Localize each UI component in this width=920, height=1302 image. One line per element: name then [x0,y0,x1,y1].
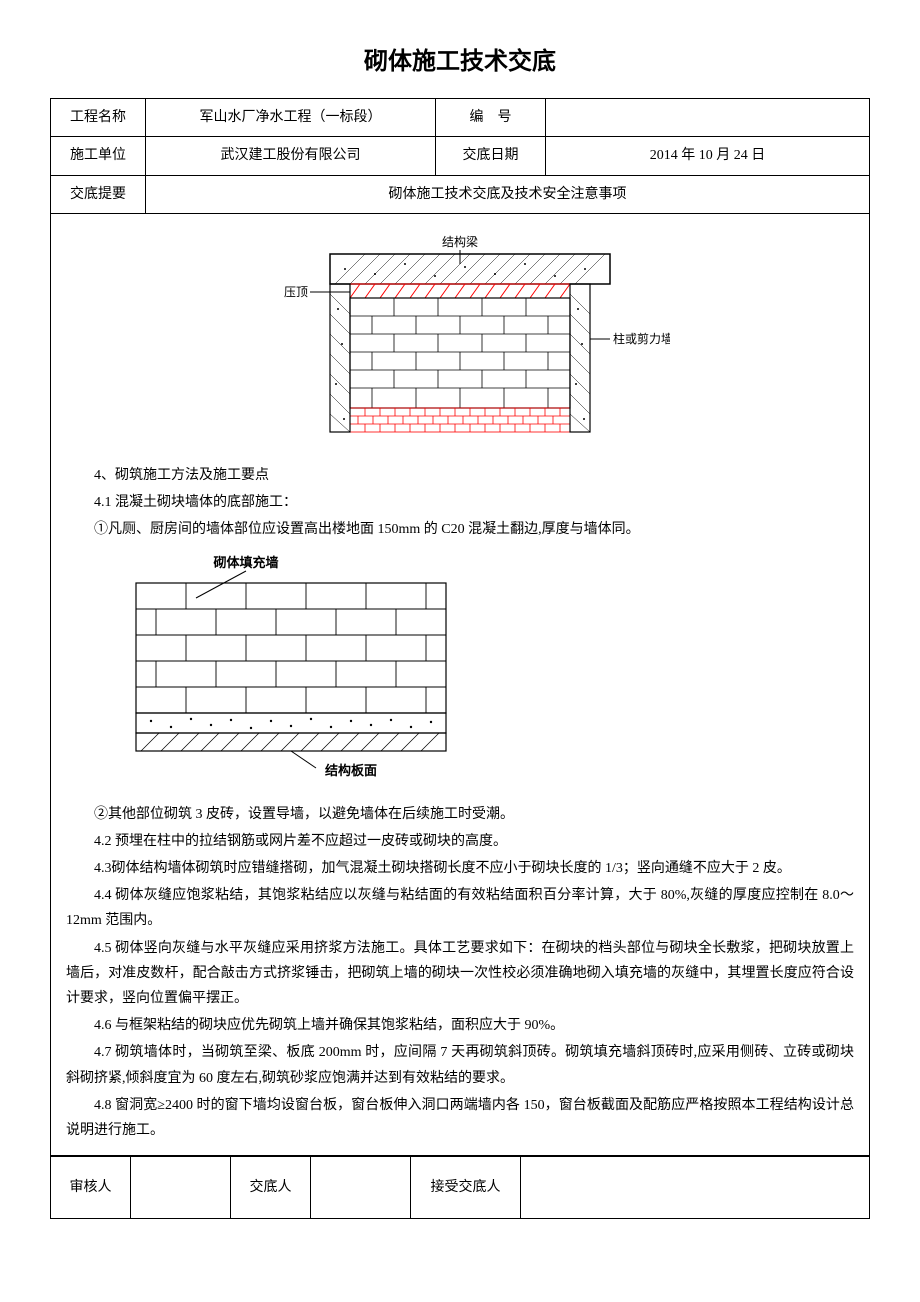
disclose-label: 交底人 [231,1157,311,1219]
receiver-value [521,1157,870,1219]
section-4-2: 4.2 预埋在柱中的拉结钢筋或网片差不应超过一皮砖或砌块的高度。 [66,829,854,854]
section-4-4: 4.4 砌体灰缝应饱浆粘结，其饱浆粘结应以灰缝与粘结面的有效粘结面积百分率计算，… [66,883,854,933]
section-4-6: 4.6 与框架粘结的砌块应优先砌筑上墙并确保其饱浆粘结，面积应大于 90%。 [66,1013,854,1038]
number-value [546,99,870,137]
summary-label: 交底提要 [51,175,146,213]
diagram2-bottom-label: 结构板面 [325,763,377,778]
diagram1-column-label: 柱或剪力墙 [613,331,670,346]
project-name-label: 工程名称 [51,99,146,137]
project-name: 军山水厂净水工程（一标段） [146,99,436,137]
section-4-1-1: ①凡厕、厨房间的墙体部位应设置高出楼地面 150mm 的 C20 混凝土翻边,厚… [66,517,854,542]
section-4-7: 4.7 砌筑墙体时，当砌筑至梁、板底 200mm 时，应间隔 7 天再砌筑斜顶砖… [66,1040,854,1090]
section-4-1: 4.1 混凝土砌块墙体的底部施工： [66,490,854,515]
diagram-wall-bottom: 砌体填充墙 [66,553,854,792]
section-4-title: 4、砌筑施工方法及施工要点 [66,463,854,488]
summary-value: 砌体施工技术交底及技术安全注意事项 [146,175,870,213]
date-label: 交底日期 [436,137,546,175]
footer-table: 审核人 交底人 接受交底人 [50,1156,870,1219]
diagram-wall-top: 结构梁 压顶 [66,234,854,453]
diagram1-beam-label: 结构梁 [442,234,478,249]
section-4-5: 4.5 砌体竖向灰缝与水平灰缝应采用挤浆方法施工。具体工艺要求如下：在砌块的档头… [66,936,854,1012]
page-title: 砌体施工技术交底 [50,40,870,83]
section-4-1-2: ②其他部位砌筑 3 皮砖，设置导墙，以避免墙体在后续施工时受潮。 [66,802,854,827]
unit-label: 施工单位 [51,137,146,175]
content-body: 结构梁 压顶 [51,214,869,1155]
date-value: 2014 年 10 月 24 日 [546,137,870,175]
diagram2-wall-label: 砌体填充墙 [212,555,278,570]
reviewer-value [131,1157,231,1219]
section-4-3: 4.3砌体结构墙体砌筑时应错缝搭砌，加气混凝土砌块搭砌长度不应小于砌块长度的 1… [66,856,854,881]
unit-value: 武汉建工股份有限公司 [146,137,436,175]
diagram1-top-label: 压顶 [284,285,308,299]
disclose-value [311,1157,411,1219]
reviewer-label: 审核人 [51,1157,131,1219]
section-4-8: 4.8 窗洞宽≥2400 时的窗下墙均设窗台板，窗台板伸入洞口两端墙内各 150… [66,1093,854,1143]
header-table: 工程名称 军山水厂净水工程（一标段） 编 号 施工单位 武汉建工股份有限公司 交… [50,98,870,1156]
number-label: 编 号 [436,99,546,137]
receiver-label: 接受交底人 [411,1157,521,1219]
